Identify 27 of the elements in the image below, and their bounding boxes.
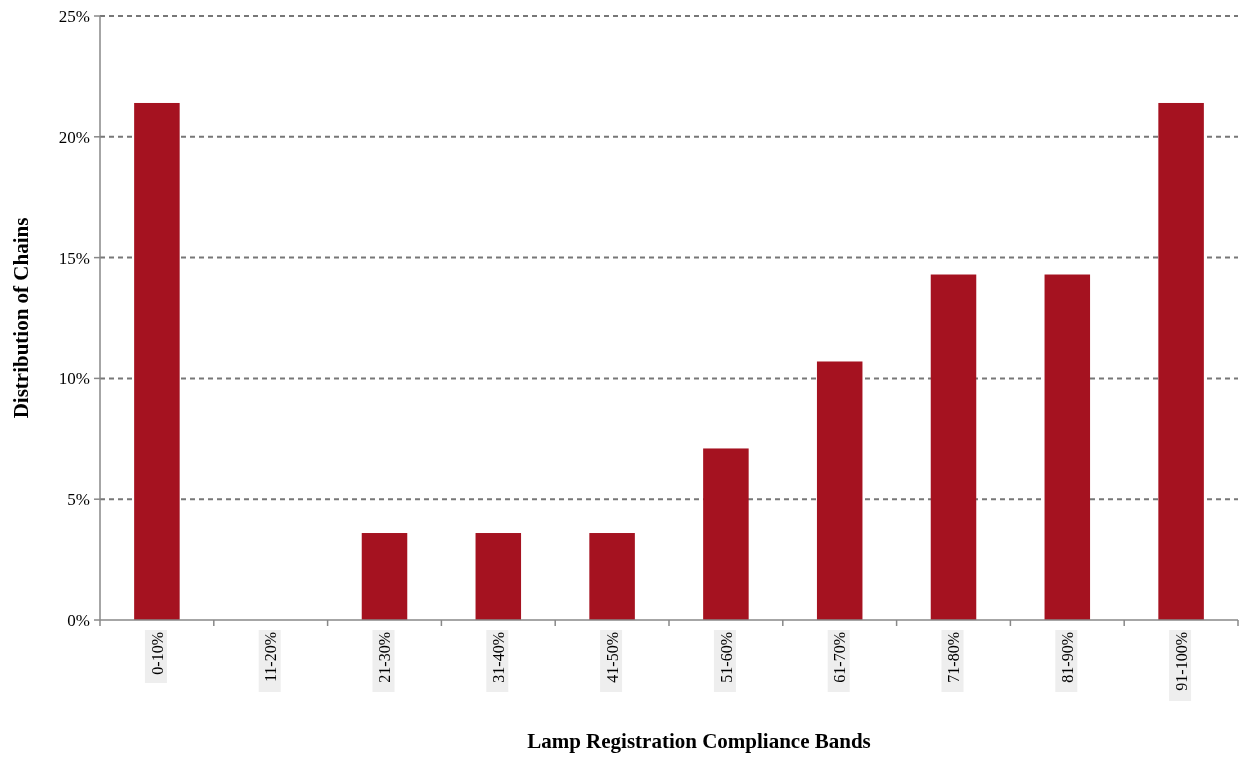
bar <box>475 533 522 620</box>
x-tick-label: 41-50% <box>603 632 621 683</box>
bar <box>134 102 180 620</box>
bar <box>703 448 749 620</box>
bar <box>361 533 408 620</box>
y-tick-label: 15% <box>58 248 90 268</box>
y-tick-label: 10% <box>58 369 90 389</box>
x-tick-label: 91-100% <box>1172 632 1190 691</box>
x-tick-label: 51-60% <box>717 632 735 683</box>
x-axis-title: Lamp Registration Compliance Bands <box>527 729 871 753</box>
y-tick-label: 25% <box>58 6 90 26</box>
bar <box>930 274 977 620</box>
x-tick-label: 71-80% <box>945 632 963 683</box>
x-tick-label: 61-70% <box>831 632 849 683</box>
bar <box>589 533 635 620</box>
y-tick-label: 0% <box>67 610 90 630</box>
y-tick-label: 5% <box>67 490 90 510</box>
bar <box>816 361 863 620</box>
y-tick-label: 20% <box>58 127 90 147</box>
x-tick-label: 31-40% <box>489 632 507 683</box>
bar <box>1158 102 1204 620</box>
x-tick-label: 21-30% <box>376 632 394 683</box>
x-tick-label: 0-10% <box>148 632 166 675</box>
x-tick-label: 81-90% <box>1058 632 1076 683</box>
x-tick-label: 11-20% <box>262 632 280 683</box>
bar <box>1044 274 1091 620</box>
y-axis-title: Distribution of Chains <box>9 217 33 419</box>
